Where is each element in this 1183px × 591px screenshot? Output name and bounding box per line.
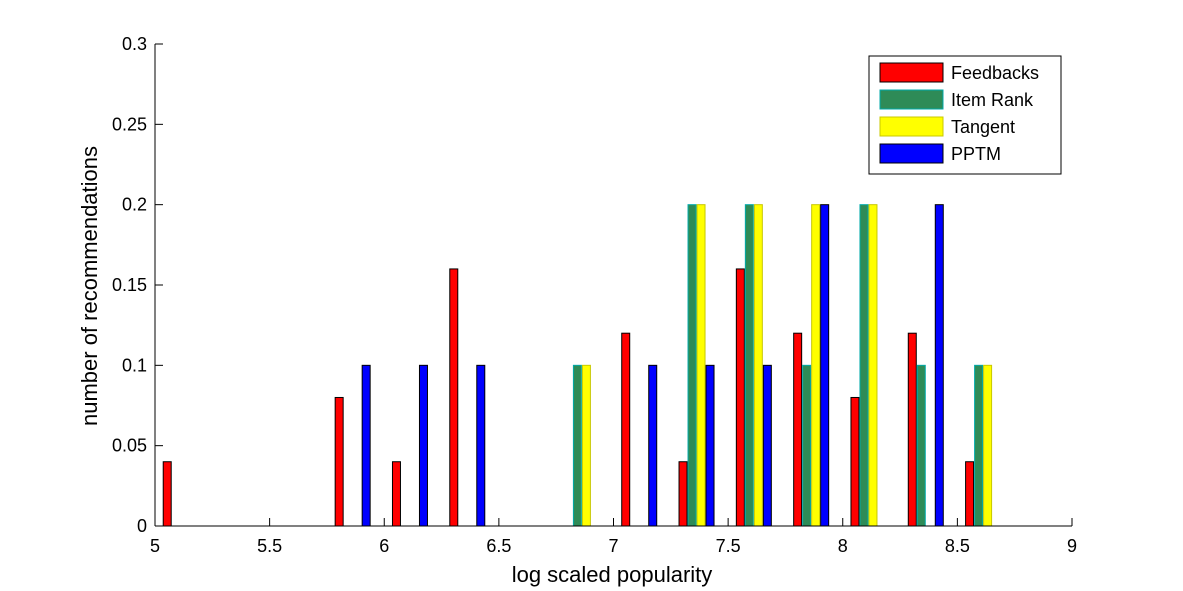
y-tick-label: 0.2 bbox=[122, 195, 147, 215]
bar-pptm-4 bbox=[418, 364, 428, 527]
legend-label-tangent: Tangent bbox=[951, 117, 1015, 137]
bar-pptm-10 bbox=[762, 364, 772, 527]
bar-feedbacks-9 bbox=[678, 461, 688, 527]
x-tick-label: 6.5 bbox=[486, 536, 511, 556]
x-tick-label: 6 bbox=[379, 536, 389, 556]
bar-item-rank-13 bbox=[916, 364, 926, 527]
bar-item-rank-10 bbox=[744, 204, 754, 527]
x-axis-ticks: 5 5.5 6 6.5 7 7.5 8 8.5 9 bbox=[150, 518, 1077, 556]
bar-tangent-11 bbox=[811, 204, 821, 527]
x-axis-label: log scaled popularity bbox=[512, 562, 713, 587]
bar-feedbacks-8 bbox=[621, 332, 631, 527]
bar-feedbacks-12 bbox=[850, 396, 860, 527]
y-axis-label: number of recommendations bbox=[77, 146, 102, 426]
bar-feedbacks-5 bbox=[449, 268, 459, 527]
bar-pptm-11 bbox=[820, 204, 830, 527]
x-tick-label: 7.5 bbox=[716, 536, 741, 556]
bar-pptm-3 bbox=[361, 364, 371, 527]
bar-tangent-12 bbox=[868, 204, 878, 527]
legend-swatch-pptm bbox=[879, 143, 944, 164]
bar-item-rank-14 bbox=[974, 364, 984, 527]
legend-label-pptm: PPTM bbox=[951, 144, 1001, 164]
bar-tangent-9 bbox=[696, 204, 706, 527]
bar-feedbacks-3 bbox=[334, 396, 344, 527]
bar-pptm-5 bbox=[476, 364, 486, 527]
x-tick-label: 9 bbox=[1067, 536, 1077, 556]
bar-feedbacks-4 bbox=[391, 461, 401, 527]
bar-pptm-9 bbox=[705, 364, 715, 527]
legend-swatch-tangent bbox=[879, 116, 944, 137]
x-tick-label: 8 bbox=[838, 536, 848, 556]
legend-label-feedbacks: Feedbacks bbox=[951, 63, 1039, 83]
legend-swatch-feedbacks bbox=[879, 62, 944, 83]
y-tick-label: 0.3 bbox=[122, 34, 147, 54]
x-tick-label: 5 bbox=[150, 536, 160, 556]
bar-item-rank-11 bbox=[802, 364, 812, 527]
bar-feedbacks-14 bbox=[965, 461, 975, 527]
bar-tangent-7 bbox=[581, 364, 591, 527]
bar-item-rank-12 bbox=[859, 204, 869, 527]
y-tick-label: 0.1 bbox=[122, 355, 147, 375]
x-tick-label: 8.5 bbox=[945, 536, 970, 556]
bar-feedbacks-11 bbox=[793, 332, 803, 527]
legend-label-item-rank: Item Rank bbox=[951, 90, 1034, 110]
bar-feedbacks-10 bbox=[735, 268, 745, 527]
bar-item-rank-7 bbox=[572, 364, 582, 527]
y-tick-label: 0 bbox=[137, 516, 147, 536]
bar-item-rank-9 bbox=[687, 204, 697, 527]
y-tick-label: 0.05 bbox=[112, 436, 147, 456]
legend: Feedbacks Item Rank Tangent PPTM bbox=[868, 55, 1062, 175]
bar-feedbacks-0 bbox=[162, 461, 172, 527]
bar-feedbacks-13 bbox=[907, 332, 917, 527]
bar-pptm-13 bbox=[934, 204, 944, 527]
x-tick-label: 5.5 bbox=[257, 536, 282, 556]
x-tick-label: 7 bbox=[608, 536, 618, 556]
y-tick-label: 0.15 bbox=[112, 275, 147, 295]
bar-pptm-8 bbox=[648, 364, 658, 527]
bar-tangent-10 bbox=[753, 204, 763, 527]
bar-tangent-14 bbox=[983, 364, 993, 527]
y-tick-label: 0.25 bbox=[112, 114, 147, 134]
legend-swatch-item-rank bbox=[879, 89, 944, 110]
